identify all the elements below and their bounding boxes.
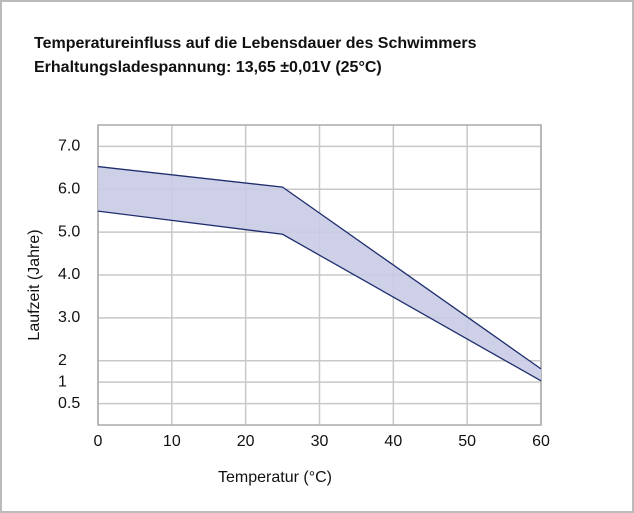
y-tick-label: 3.0	[58, 309, 80, 326]
y-tick-label: 6.0	[58, 181, 80, 198]
plot-border	[97, 124, 542, 426]
x-tick-label: 20	[237, 433, 255, 450]
y-tick-label: 1	[58, 373, 67, 390]
y-tick-label: 5.0	[58, 223, 80, 240]
x-tick-label: 40	[384, 433, 402, 450]
x-tick-label: 0	[94, 433, 103, 450]
y-tick-label: 7.0	[58, 138, 80, 155]
line	[97, 165, 542, 370]
y-tick-label: 2	[58, 352, 67, 369]
line	[97, 210, 542, 382]
x-tick-label: 50	[458, 433, 476, 450]
chart-title: Temperatureinfluss auf die Lebensdauer d…	[34, 35, 477, 52]
x-tick-label: 60	[532, 433, 550, 450]
x-tick-label: 30	[311, 433, 329, 450]
y-tick-label: 0.5	[58, 395, 80, 412]
chart-subtitle: Erhaltungsladespannung: 13,65 ±0,01V (25…	[34, 59, 382, 76]
y-tick-label: 4.0	[58, 266, 80, 283]
y-axis-label: Laufzeit (Jahre)	[26, 229, 43, 340]
band	[98, 166, 541, 381]
x-axis-label: Temperatur (°C)	[218, 469, 332, 486]
x-tick-label: 10	[163, 433, 181, 450]
